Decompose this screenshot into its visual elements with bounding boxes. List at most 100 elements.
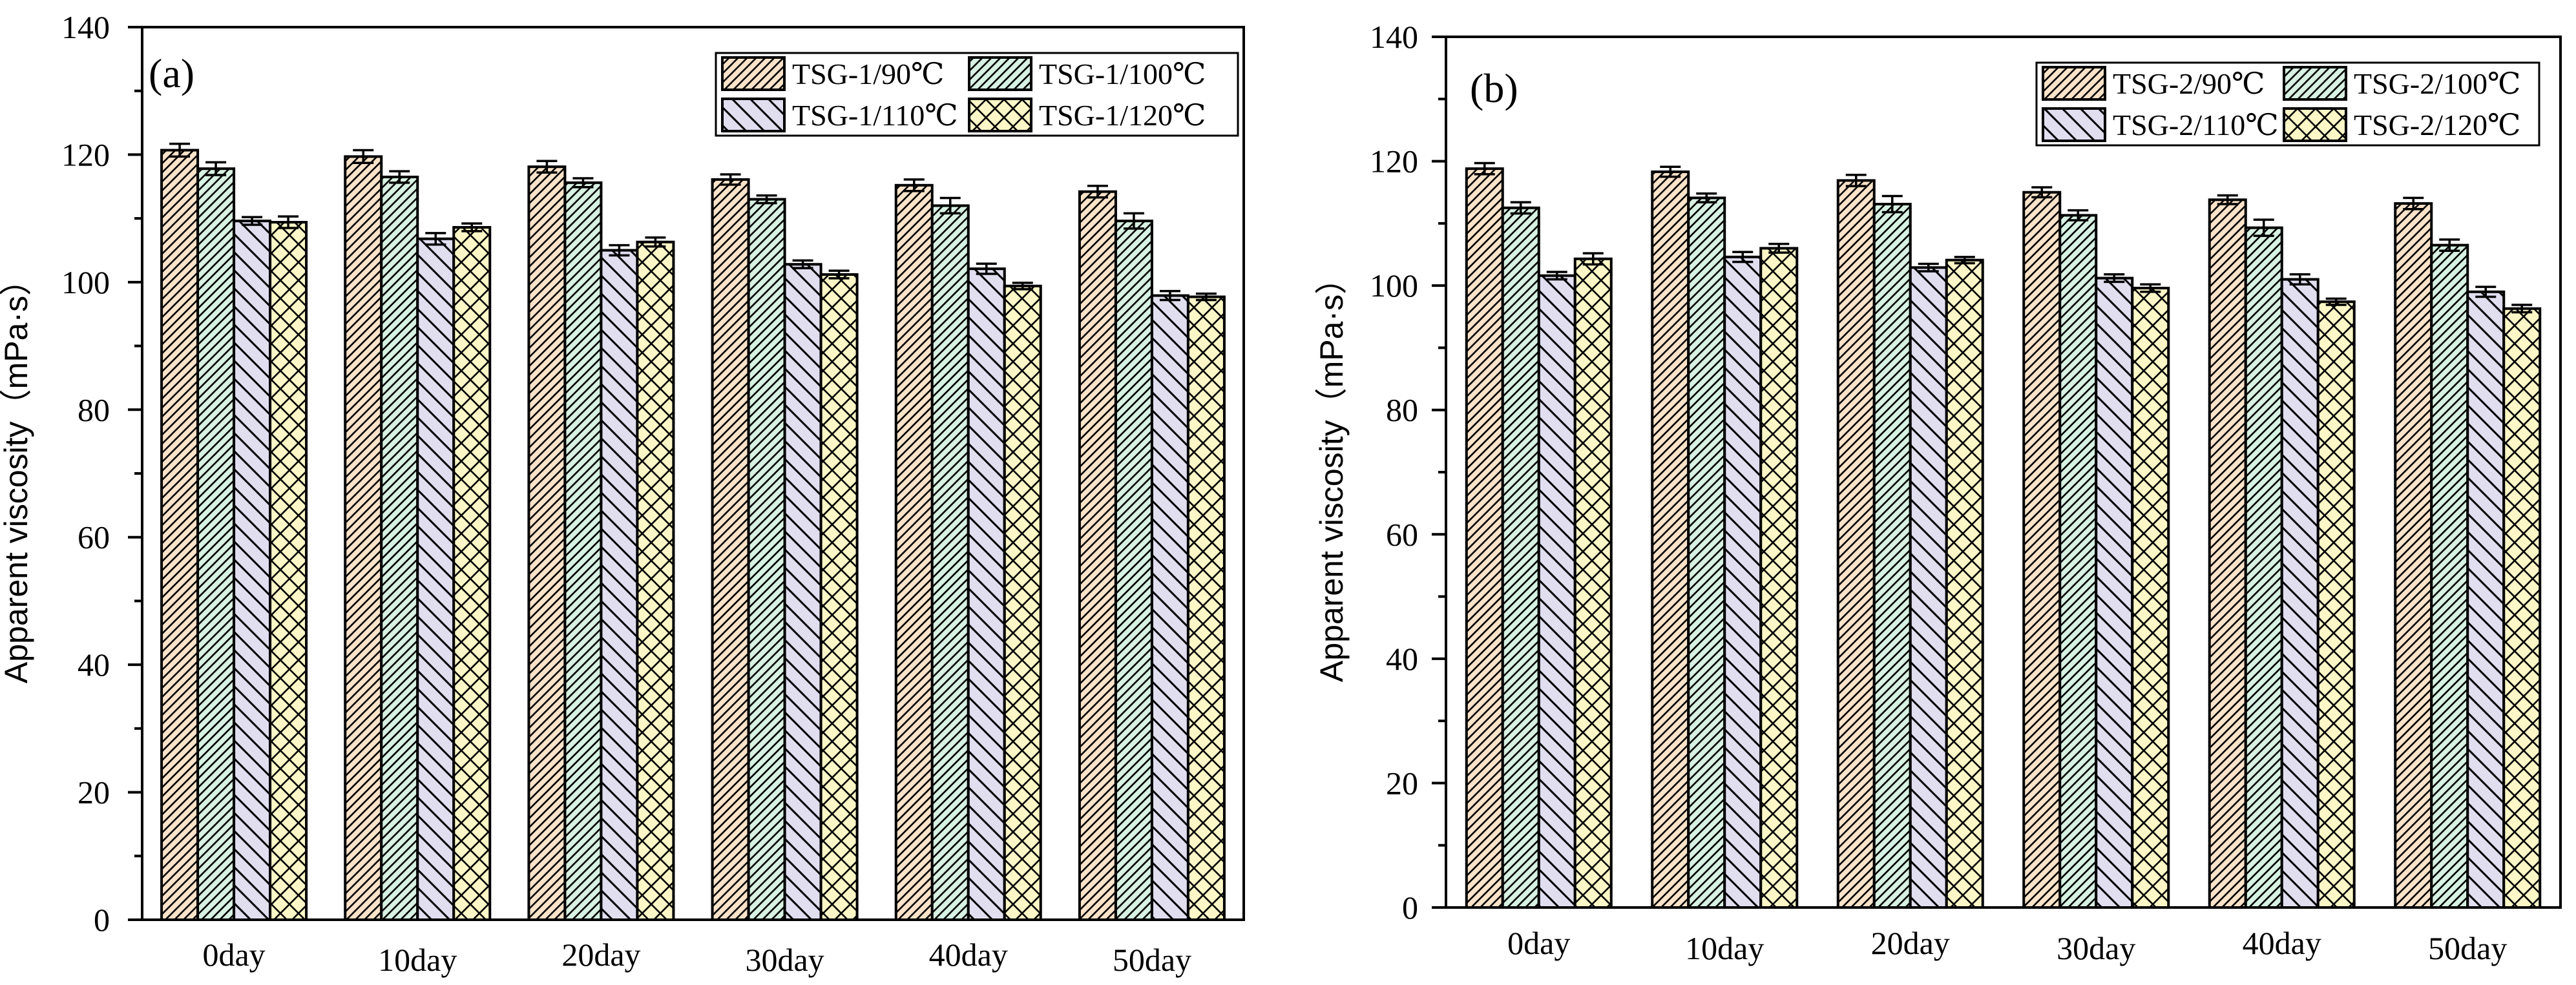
y-tick-label: 80 <box>78 391 110 428</box>
error-bar <box>461 222 483 233</box>
bar <box>1573 257 1613 909</box>
x-tick-label: 30day <box>745 942 824 978</box>
y-tick-label: 0 <box>1402 889 1418 926</box>
error-bar <box>1881 194 1903 214</box>
x-tick-label: 20day <box>1871 925 1950 961</box>
bar <box>563 181 603 921</box>
error-bar <box>2217 194 2238 205</box>
y-tick-label: 140 <box>61 9 110 45</box>
legend-label: TSG-2/90℃ <box>2113 67 2265 100</box>
bar <box>527 165 567 921</box>
error-bar <box>792 259 813 269</box>
bar <box>196 167 236 921</box>
bar <box>1186 295 1226 922</box>
y-tick-label: 40 <box>78 647 110 683</box>
error-bar <box>1546 271 1567 281</box>
bar <box>1836 179 1876 909</box>
bar <box>452 225 492 921</box>
error-bar <box>2031 186 2053 199</box>
bar <box>1651 170 1690 909</box>
error-bar <box>2140 283 2161 293</box>
bar <box>2316 300 2356 909</box>
bar <box>2022 191 2062 909</box>
error-bar <box>1195 292 1217 302</box>
error-bar <box>1123 212 1144 230</box>
error-bar <box>1732 251 1754 264</box>
x-tick-label: 0day <box>1507 925 1570 961</box>
error-bar <box>1918 262 1939 273</box>
panel-b: 0 20 40 60 80 100 120 140 Apparent viscosity（mPa… <box>1314 19 2562 966</box>
error-bar <box>609 244 630 257</box>
y-tick-label: 0 <box>94 902 110 938</box>
y-tick-label: 120 <box>61 136 110 172</box>
bar <box>2058 214 2098 909</box>
y-tick-label: 120 <box>1370 143 1418 180</box>
bar <box>2131 286 2170 909</box>
x-tick-label: 50day <box>2428 930 2507 966</box>
error-bar <box>2289 273 2310 285</box>
legend-swatch <box>721 56 786 91</box>
bar <box>2394 202 2433 909</box>
y-tick-label: 80 <box>1386 392 1418 428</box>
x-tick-label: 40day <box>2243 925 2321 961</box>
error-bar <box>976 262 997 275</box>
error-bar <box>1768 242 1790 254</box>
plot-frame <box>1445 36 2562 909</box>
y-tick-label: 60 <box>1386 516 1418 552</box>
bar <box>1003 284 1042 921</box>
error-bar <box>536 160 558 174</box>
error-bar <box>389 170 410 184</box>
bar <box>380 175 419 922</box>
legend-swatch <box>968 56 1032 91</box>
legend-label: TSG-2/110℃ <box>2113 109 2279 141</box>
bar <box>930 204 970 921</box>
bar <box>967 267 1006 921</box>
bar <box>1114 220 1153 921</box>
y-tick-label: 60 <box>78 519 110 555</box>
bar <box>2244 226 2283 909</box>
error-bar <box>1087 185 1108 199</box>
error-bar <box>1510 201 1531 215</box>
error-bar <box>645 236 666 248</box>
error-bar <box>1012 282 1033 291</box>
error-bar <box>2068 209 2089 222</box>
y-tick-label: 40 <box>1386 641 1418 677</box>
bar <box>2208 198 2247 909</box>
bar <box>1078 190 1117 921</box>
legend-label: TSG-2/120℃ <box>2354 109 2520 141</box>
bar <box>1759 247 1799 909</box>
bar <box>711 178 750 922</box>
error-bar <box>425 232 446 246</box>
legend-swatch <box>2283 66 2347 101</box>
error-bar <box>1696 192 1717 203</box>
y-tick-label: 20 <box>1386 765 1418 801</box>
legend-swatch <box>968 98 1032 132</box>
error-bar <box>2253 218 2274 237</box>
legend-label: TSG-2/100℃ <box>2354 67 2520 100</box>
error-bar <box>2439 238 2460 252</box>
bar <box>747 198 786 921</box>
y-axis-label: Apparent viscosity（mPa·s） <box>1314 262 1350 682</box>
y-tick-label: 140 <box>1370 19 1418 55</box>
x-tick-label: 0day <box>202 937 265 973</box>
error-bar <box>1582 252 1604 266</box>
error-bar <box>720 173 741 186</box>
bar <box>2095 276 2134 909</box>
legend-swatch <box>721 98 786 132</box>
error-bar <box>828 269 850 280</box>
error-bar <box>572 177 594 189</box>
error-bar <box>1159 289 1180 302</box>
bar <box>783 263 822 921</box>
panel-a: 0 20 40 60 80 100 120 140 Apparent viscosity（mPa… <box>0 9 1245 978</box>
error-bar <box>939 196 961 214</box>
bar <box>1723 255 1763 909</box>
bar <box>2280 278 2319 909</box>
bar <box>636 240 675 922</box>
x-tick-label: 40day <box>929 937 1008 973</box>
legend-label: TSG-1/100℃ <box>1039 57 1206 90</box>
error-bar <box>205 161 227 176</box>
bar <box>1150 294 1189 921</box>
panel-label: (b) <box>1470 65 1518 111</box>
bar <box>1465 167 1504 909</box>
x-tick-label: 10day <box>1685 930 1764 966</box>
